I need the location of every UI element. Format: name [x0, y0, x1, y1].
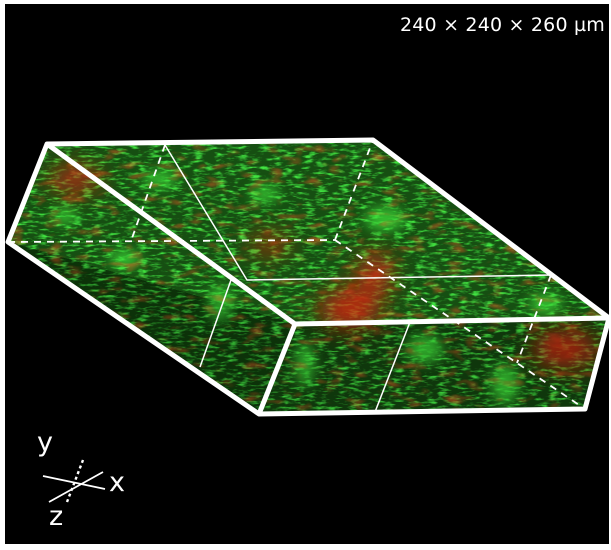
volume-dimensions-label: 240 × 240 × 260 µm — [399, 14, 605, 36]
axis-label-x: x — [109, 467, 125, 498]
axis-label-y: y — [37, 427, 53, 458]
microscopy-viewport: 240 × 240 × 260 µm y x z — [5, 4, 609, 544]
axis-label-z: z — [49, 501, 64, 532]
bounding-box-frame — [5, 137, 609, 417]
axis-gizmo — [42, 459, 106, 503]
volume-render — [5, 137, 609, 503]
